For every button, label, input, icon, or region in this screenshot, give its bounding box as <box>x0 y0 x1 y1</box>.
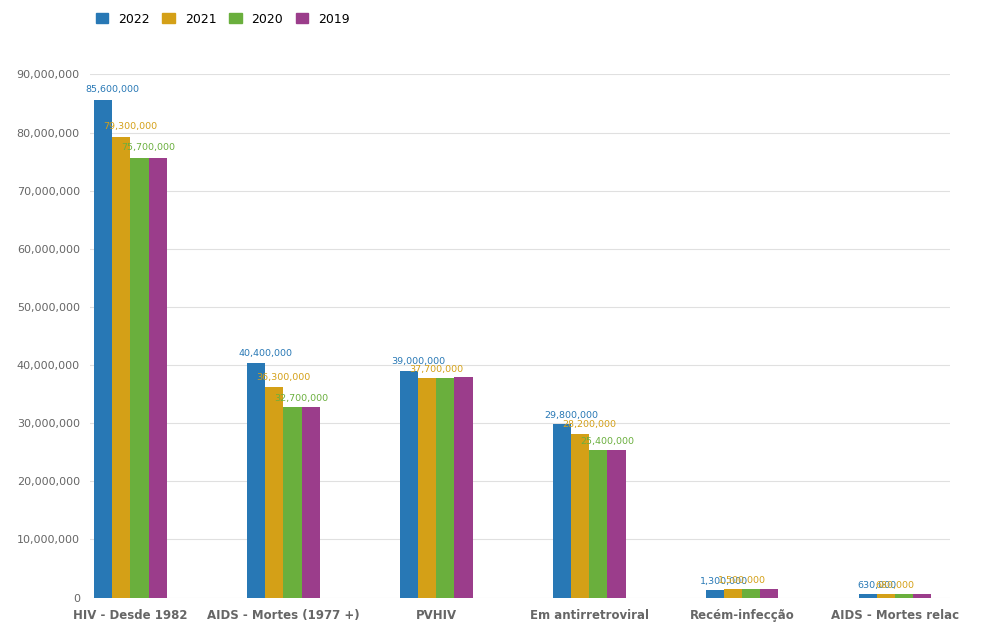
Bar <box>760 589 779 597</box>
Bar <box>706 590 724 597</box>
Bar <box>246 363 265 597</box>
Text: 75,700,000: 75,700,000 <box>122 142 176 152</box>
Bar <box>436 378 455 597</box>
Bar <box>148 157 167 597</box>
Bar <box>265 387 284 597</box>
Legend: 2022, 2021, 2020, 2019: 2022, 2021, 2020, 2019 <box>96 13 350 26</box>
Bar <box>742 589 760 597</box>
Text: 40,400,000: 40,400,000 <box>239 349 293 358</box>
Text: 79,300,000: 79,300,000 <box>103 122 157 131</box>
Text: 28,200,000: 28,200,000 <box>562 420 616 429</box>
Text: 36,300,000: 36,300,000 <box>256 373 310 382</box>
Bar <box>455 376 472 597</box>
Bar <box>112 137 131 597</box>
Bar <box>400 371 418 597</box>
Text: 37,700,000: 37,700,000 <box>409 365 464 374</box>
Text: 39,000,000: 39,000,000 <box>391 357 445 366</box>
Bar <box>553 424 571 597</box>
Bar <box>724 589 742 597</box>
Text: 25,400,000: 25,400,000 <box>580 436 634 445</box>
Bar <box>301 408 320 597</box>
Bar <box>94 100 112 597</box>
Bar <box>895 594 913 597</box>
Bar <box>913 594 931 597</box>
Text: 32,700,000: 32,700,000 <box>275 394 329 403</box>
Text: 29,800,000: 29,800,000 <box>544 411 598 420</box>
Bar <box>571 434 589 597</box>
Bar <box>418 378 436 597</box>
Bar <box>877 594 895 597</box>
Bar <box>589 450 608 597</box>
Bar <box>858 594 877 597</box>
Bar <box>131 157 148 597</box>
Text: 680,000: 680,000 <box>876 581 914 590</box>
Bar <box>284 408 301 597</box>
Text: 1,300,000: 1,300,000 <box>700 578 748 587</box>
Text: 630,000: 630,000 <box>857 581 897 590</box>
Text: 85,600,000: 85,600,000 <box>85 85 139 94</box>
Text: 1,500,000: 1,500,000 <box>718 576 766 585</box>
Bar <box>608 450 626 597</box>
